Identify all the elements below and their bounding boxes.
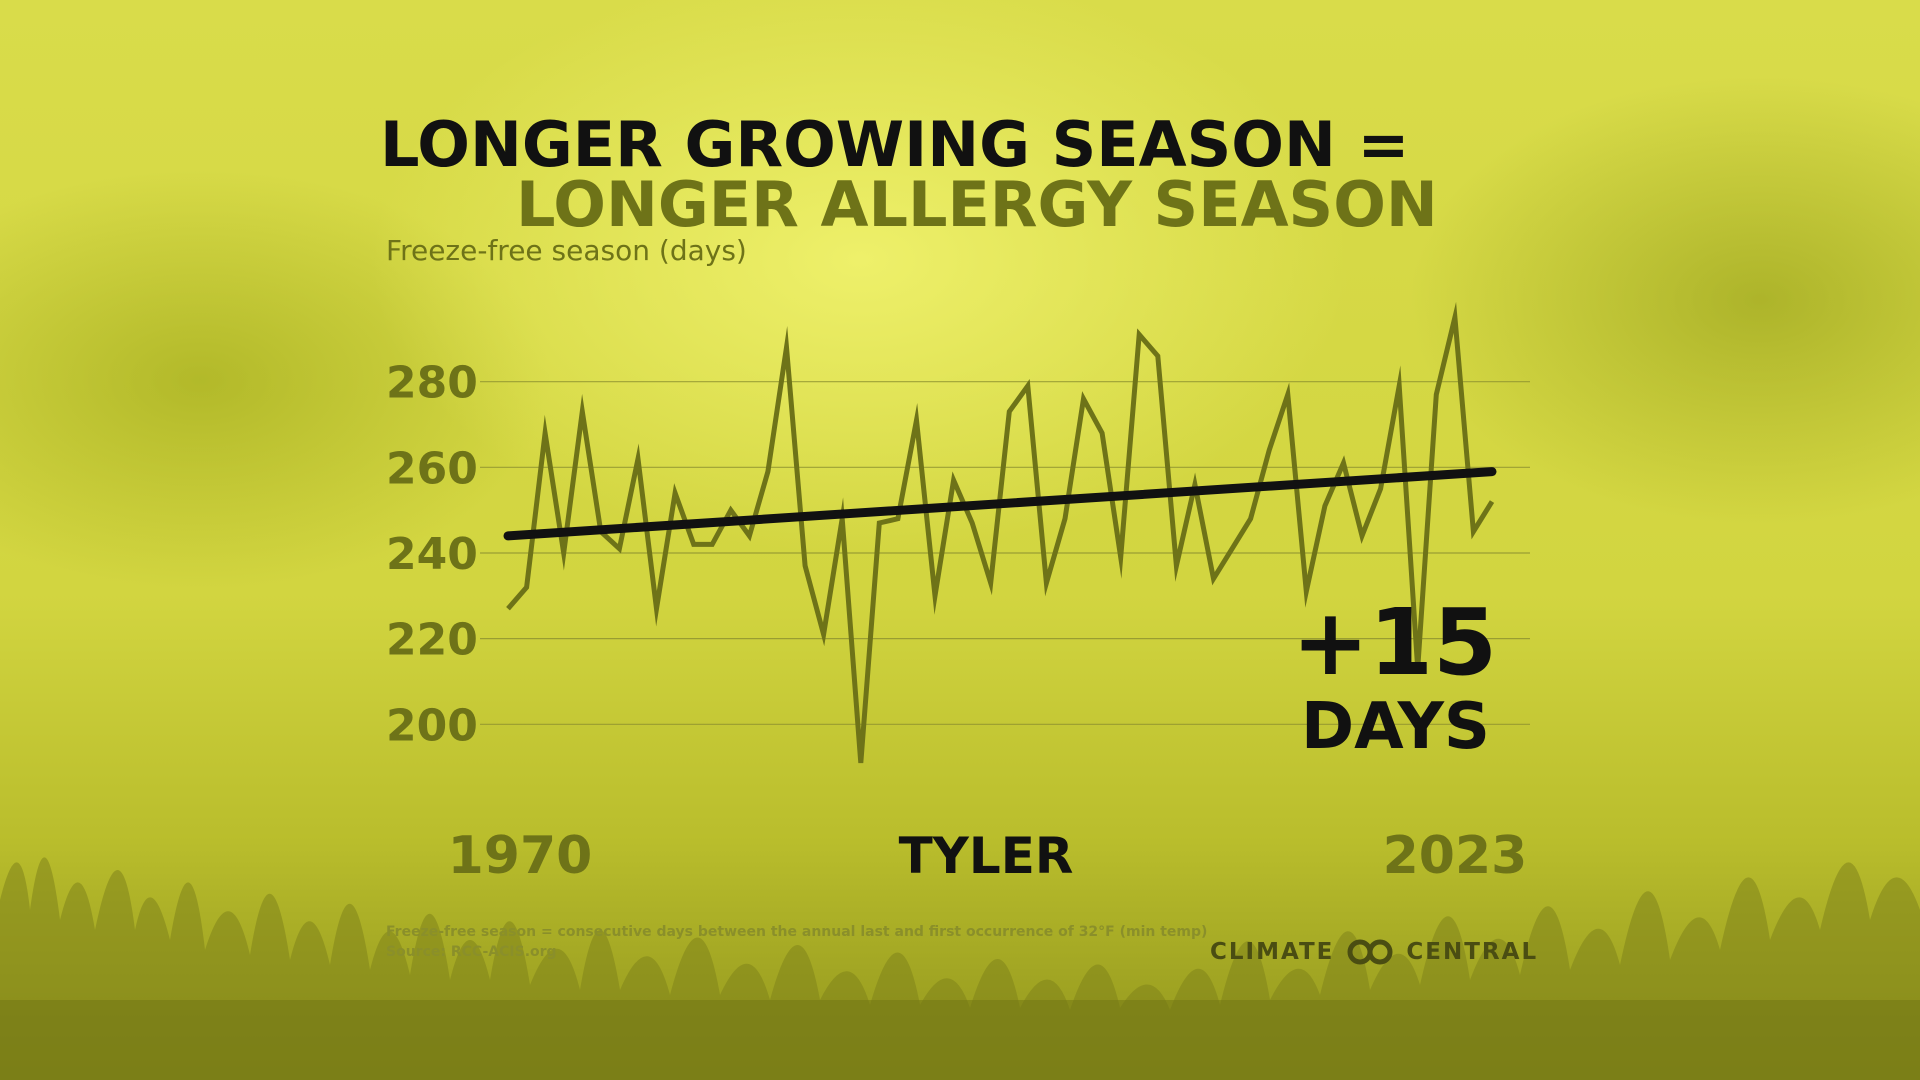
freeze-free-series-line <box>506 301 1495 764</box>
trend-group <box>503 467 1497 541</box>
x-tick-labels: 1970 2023 <box>448 826 1528 886</box>
grass-silhouette <box>0 857 1920 1080</box>
callout-value: +15 <box>1292 589 1497 696</box>
footnote: Freeze-free season = consecutive days be… <box>386 922 1207 962</box>
y-tick-280: 280 <box>386 358 478 409</box>
y-tick-220: 220 <box>386 615 478 666</box>
chart-title-line1: LONGER GROWING SEASON = <box>380 108 1410 181</box>
footnote-definition: Freeze-free season = consecutive days be… <box>386 924 1208 940</box>
brand-left-text: CLIMATE <box>1210 939 1335 965</box>
x-tick-end: 2023 <box>1383 826 1528 886</box>
station-label: TYLER <box>899 827 1074 885</box>
trend-line <box>503 467 1497 541</box>
callout-unit: DAYS <box>1301 690 1490 764</box>
chart-title-line2: LONGER ALLERGY SEASON <box>516 168 1438 241</box>
y-tick-labels: 200 220 240 260 280 <box>386 358 478 752</box>
climate-central-logo: CLIMATE CENTRAL <box>1210 938 1538 966</box>
y-tick-200: 200 <box>386 700 478 751</box>
y-tick-240: 240 <box>386 529 478 580</box>
brand-right-text: CENTRAL <box>1406 939 1539 965</box>
series-group <box>506 301 1495 764</box>
y-axis-label: Freeze-free season (days) <box>386 234 747 267</box>
y-tick-260: 260 <box>386 443 478 494</box>
linked-circles-icon <box>1347 939 1393 965</box>
x-tick-start: 1970 <box>448 826 593 886</box>
footnote-source: Source: RCC-ACIS.org <box>386 944 557 960</box>
